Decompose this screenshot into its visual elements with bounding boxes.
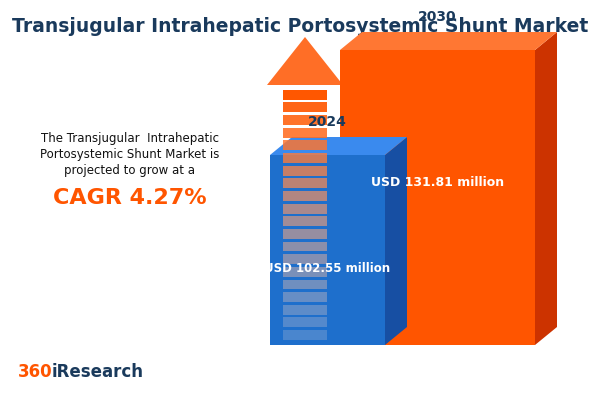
Polygon shape	[283, 330, 327, 340]
Text: The Transjugular  Intrahepatic: The Transjugular Intrahepatic	[41, 132, 219, 145]
Polygon shape	[283, 254, 327, 264]
Polygon shape	[283, 292, 327, 302]
Polygon shape	[283, 229, 327, 239]
Polygon shape	[283, 242, 327, 252]
Polygon shape	[283, 166, 327, 176]
Text: CAGR 4.27%: CAGR 4.27%	[53, 188, 207, 208]
Polygon shape	[283, 318, 327, 327]
Polygon shape	[283, 305, 327, 315]
Text: USD 131.81 million: USD 131.81 million	[371, 176, 504, 189]
Text: iResearch: iResearch	[52, 363, 144, 381]
Polygon shape	[535, 32, 557, 345]
Polygon shape	[283, 178, 327, 188]
Polygon shape	[267, 37, 343, 85]
Polygon shape	[283, 140, 327, 150]
Polygon shape	[283, 153, 327, 163]
Polygon shape	[283, 90, 327, 100]
Polygon shape	[283, 216, 327, 226]
Polygon shape	[270, 137, 407, 155]
Text: Portosystemic Shunt Market is: Portosystemic Shunt Market is	[40, 148, 220, 161]
Text: projected to grow at a: projected to grow at a	[65, 164, 196, 177]
Text: 2030: 2030	[418, 10, 457, 24]
Polygon shape	[283, 267, 327, 277]
Polygon shape	[283, 191, 327, 201]
Text: 2024: 2024	[308, 115, 347, 129]
Polygon shape	[270, 155, 385, 345]
Polygon shape	[283, 128, 327, 138]
Polygon shape	[283, 280, 327, 290]
Polygon shape	[385, 137, 407, 345]
Text: USD 102.55 million: USD 102.55 million	[265, 262, 391, 276]
Text: 360: 360	[18, 363, 53, 381]
Polygon shape	[340, 50, 535, 345]
Text: Transjugular Intrahepatic Portosystemic Shunt Market: Transjugular Intrahepatic Portosystemic …	[12, 17, 588, 36]
Polygon shape	[283, 102, 327, 112]
Polygon shape	[283, 115, 327, 125]
Polygon shape	[340, 32, 557, 50]
Polygon shape	[283, 204, 327, 214]
